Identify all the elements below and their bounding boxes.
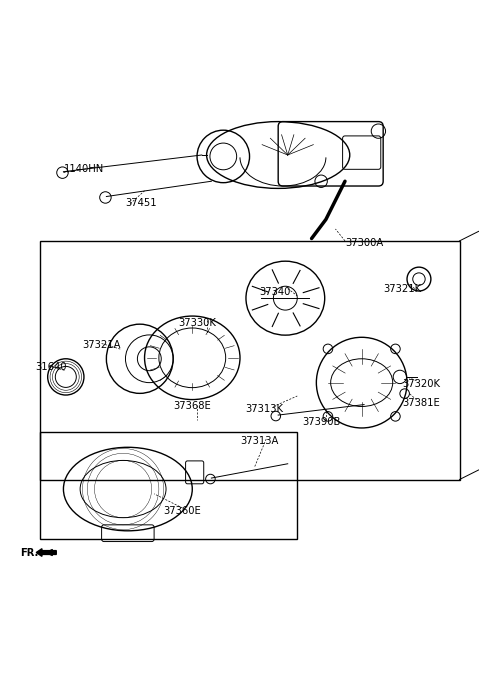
Text: 37451: 37451 [125, 198, 157, 207]
Text: 37381E: 37381E [402, 398, 440, 408]
FancyArrow shape [36, 549, 56, 556]
Text: 1140HN: 1140HN [63, 164, 104, 174]
Text: 37313A: 37313A [240, 436, 278, 447]
Text: FR.: FR. [21, 548, 39, 558]
Text: 37321K: 37321K [383, 284, 421, 293]
Text: 37320K: 37320K [402, 379, 440, 389]
Text: 37300A: 37300A [345, 238, 383, 248]
Text: 37313K: 37313K [245, 405, 283, 414]
Text: 37390B: 37390B [302, 417, 340, 427]
Text: 37321A: 37321A [83, 340, 121, 350]
Text: 37340: 37340 [259, 287, 290, 297]
Text: 37330K: 37330K [178, 318, 216, 328]
Text: 37368E: 37368E [173, 401, 211, 412]
Text: 37360E: 37360E [164, 506, 202, 517]
Text: 31640: 31640 [35, 362, 66, 372]
